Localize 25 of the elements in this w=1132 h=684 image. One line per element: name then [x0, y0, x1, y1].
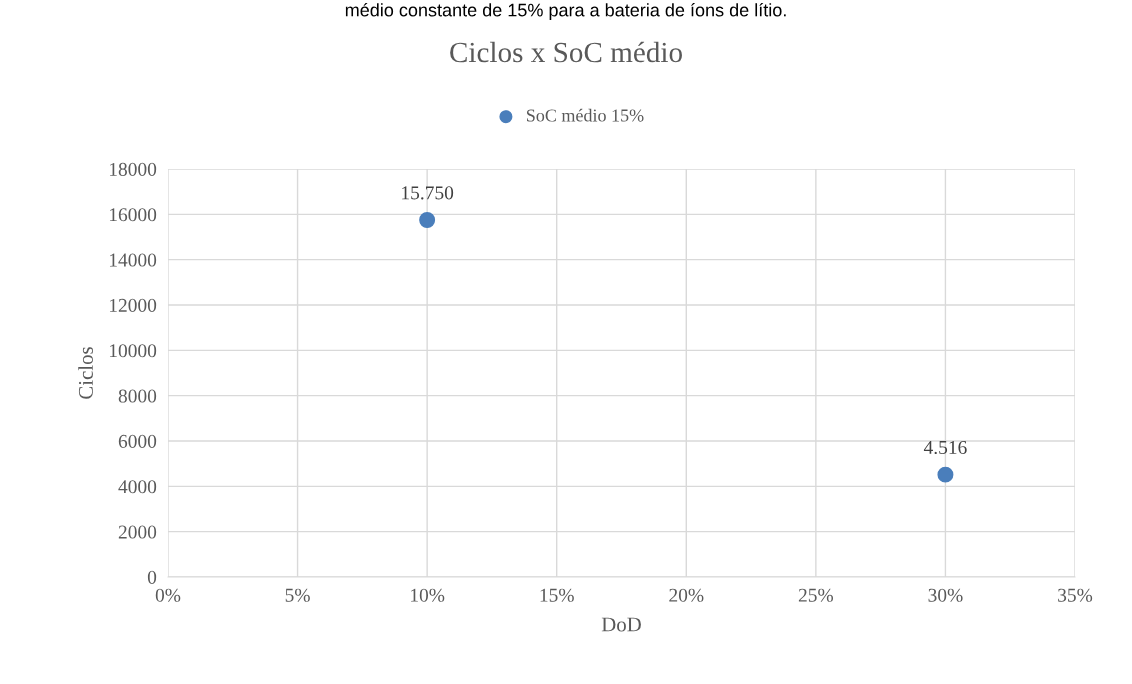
text: médio constante de 15% para a bateria de íons de lítio.	[345, 3, 786, 21]
y-tick-label: 12000	[109, 298, 157, 312]
x-tick-label: 25%	[798, 588, 834, 602]
y-tick-label: 0	[147, 570, 157, 584]
chart-title: Ciclos x SoC médio	[450, 41, 682, 63]
x-tick-label: 10%	[411, 588, 445, 602]
y-tick-label: 6000	[118, 434, 157, 448]
x-tick-label: 35%	[1058, 588, 1093, 602]
y-tick-label: 14000	[109, 253, 157, 267]
y-tick-label: 8000	[118, 389, 157, 403]
x-axis-title: DoD	[601, 617, 641, 632]
x-tick-label: 5%	[285, 588, 310, 602]
x-tick-label: 15%	[540, 588, 574, 602]
x-tick-label: 30%	[928, 588, 963, 602]
y-tick-label: 2000	[118, 525, 157, 539]
x-tick-label: 0%	[155, 588, 181, 602]
y-tick-label: 18000	[109, 162, 157, 176]
y-tick-label: 16000	[109, 208, 157, 222]
y-tick-label: 4000	[118, 480, 157, 494]
x-tick-label: 20%	[669, 588, 704, 602]
y-axis-title: Ciclos	[78, 347, 93, 399]
data-label: 4.516	[923, 440, 967, 455]
data-label: 15.750	[402, 186, 454, 200]
legend-label: SoC médio 15%	[526, 108, 644, 122]
y-tick-label: 10000	[109, 344, 157, 358]
